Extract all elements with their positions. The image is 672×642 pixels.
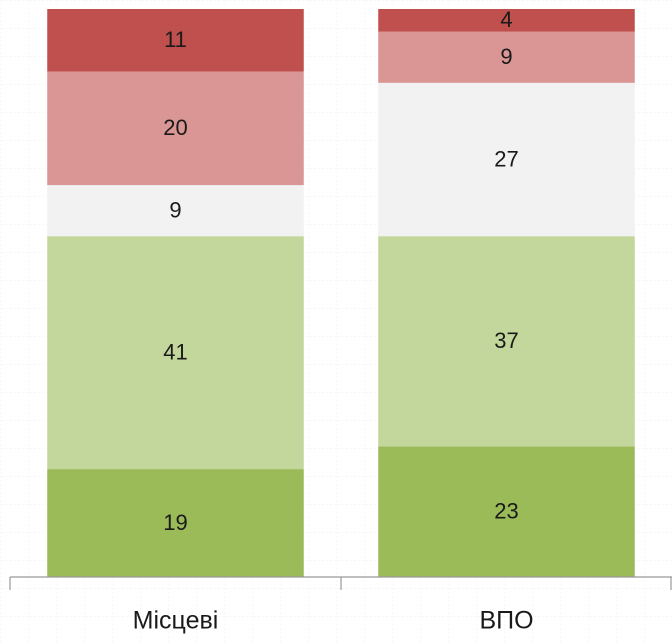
bar-segment xyxy=(378,82,635,237)
bar-segment xyxy=(378,236,635,447)
bar-segment xyxy=(47,71,304,186)
bar-segment xyxy=(378,446,635,577)
value-label: 11 xyxy=(164,27,187,52)
x-tick-label: Місцеві xyxy=(133,607,219,635)
bar-segment xyxy=(47,9,304,72)
value-label: 41 xyxy=(163,339,187,364)
bar-segment xyxy=(378,31,635,83)
value-label: 9 xyxy=(500,44,512,69)
value-label: 20 xyxy=(163,115,187,140)
value-label: 19 xyxy=(163,510,187,535)
value-label: 4 xyxy=(500,7,512,32)
bar-segment xyxy=(378,9,635,32)
value-label: 37 xyxy=(494,328,518,353)
value-label: 23 xyxy=(494,498,518,523)
value-label: 27 xyxy=(494,146,518,171)
bar-segment xyxy=(47,236,304,470)
bar-segment xyxy=(47,469,304,577)
x-tick-label: ВПО xyxy=(479,607,533,635)
value-label: 9 xyxy=(169,197,181,222)
bar-segment xyxy=(47,185,304,237)
